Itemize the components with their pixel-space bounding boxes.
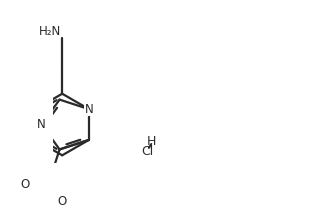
Text: N: N (37, 118, 46, 131)
Text: O: O (57, 195, 67, 208)
Text: Cl: Cl (141, 145, 153, 158)
Text: N: N (84, 103, 93, 116)
Text: O: O (20, 178, 29, 191)
Text: H: H (147, 135, 156, 148)
Text: H₂N: H₂N (39, 24, 61, 38)
